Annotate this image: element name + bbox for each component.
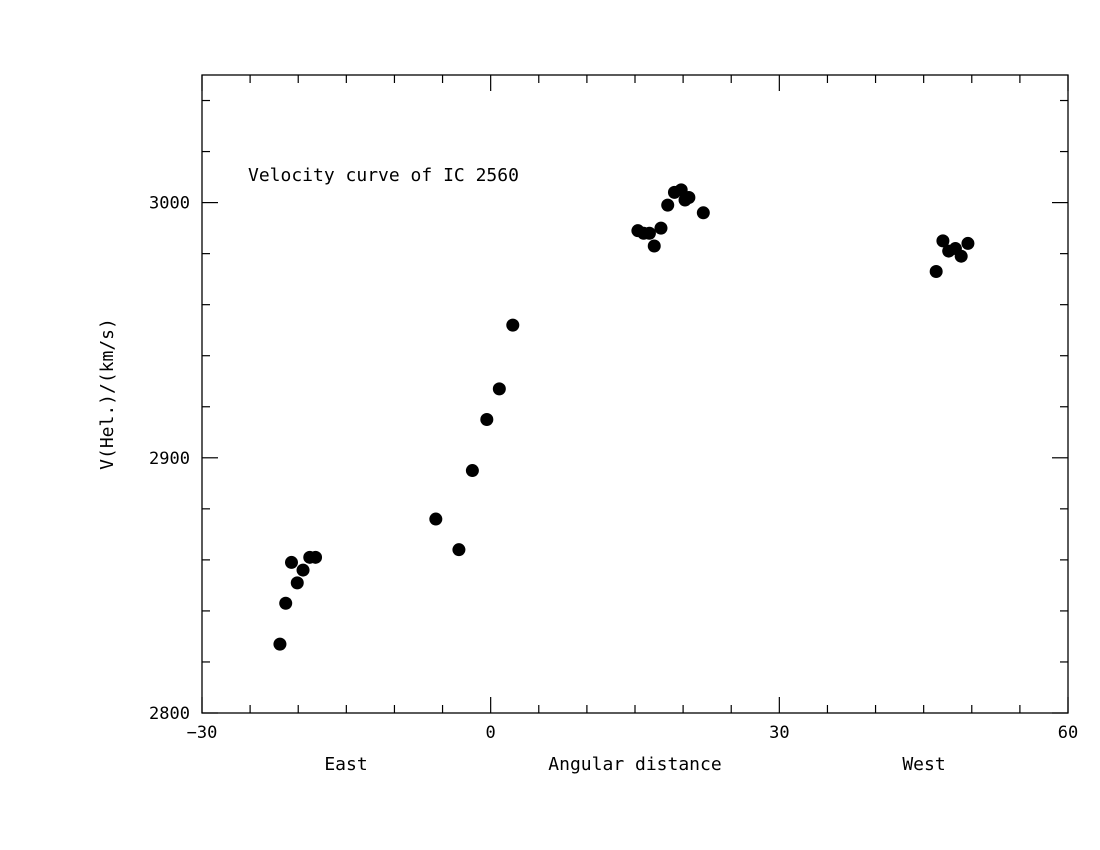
data-point	[647, 239, 661, 253]
data-point	[682, 190, 696, 204]
data-points	[273, 183, 975, 651]
data-point	[284, 555, 298, 569]
plot-frame	[201, 74, 1069, 714]
data-point	[279, 596, 293, 610]
data-point	[309, 550, 323, 564]
data-point	[661, 198, 675, 212]
x-tick-label: 60	[1058, 723, 1078, 743]
data-point	[954, 249, 968, 263]
x-axis-label-west: West	[902, 754, 945, 775]
x-tick-label: 30	[769, 723, 789, 743]
chart-title: Velocity curve of IC 2560	[248, 165, 519, 186]
data-point	[492, 382, 506, 396]
x-axis-label-east: East	[324, 754, 367, 775]
data-point	[929, 265, 943, 279]
data-point	[480, 413, 494, 427]
data-point	[696, 206, 710, 220]
axis-ticks	[201, 75, 1069, 714]
data-point	[961, 236, 975, 250]
y-axis-title: V(Hel.)/(km/s)	[97, 318, 118, 470]
data-point	[290, 576, 304, 590]
data-point	[465, 464, 479, 478]
x-tick-label: 0	[486, 723, 496, 743]
x-tick-label: −30	[187, 723, 218, 743]
data-point	[452, 543, 466, 557]
data-point	[642, 226, 656, 240]
y-tick-label: 2900	[149, 449, 190, 469]
x-axis-title: Angular distance	[548, 754, 721, 775]
data-point	[429, 512, 443, 526]
data-point	[273, 637, 287, 651]
data-point	[296, 563, 310, 577]
data-point	[936, 234, 950, 248]
data-point	[654, 221, 668, 235]
y-tick-label: 3000	[149, 194, 190, 214]
y-tick-label: 2800	[149, 704, 190, 724]
axis-tick-labels: −30 0 30 60 2800 2900 3000	[149, 194, 1078, 743]
data-point	[506, 318, 520, 332]
